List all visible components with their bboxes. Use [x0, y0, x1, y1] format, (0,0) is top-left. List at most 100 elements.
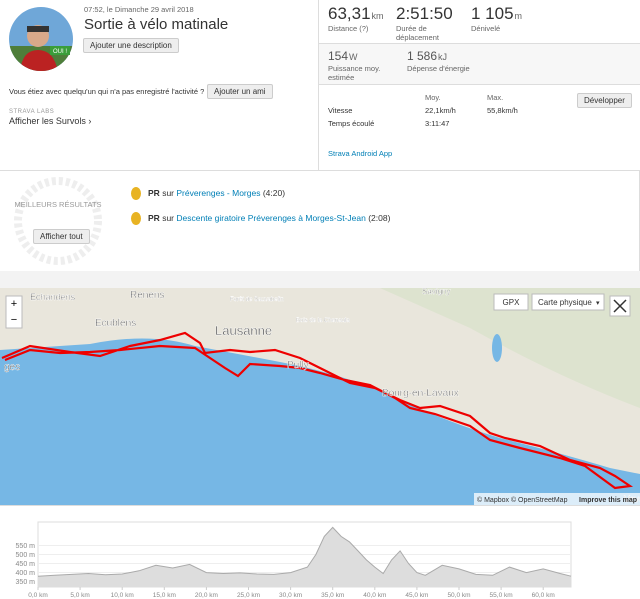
pr-label: PR — [148, 188, 160, 198]
elevation-area — [38, 527, 571, 587]
stat-number: 154 — [328, 49, 349, 63]
stat-label: Durée de déplacement — [396, 24, 439, 42]
achievements: MEILLEURS RÉSULTATS Afficher tout PR sur… — [0, 170, 640, 272]
zoom-in[interactable]: + — [11, 298, 17, 310]
stat-value: 154W — [328, 49, 358, 63]
stat-unit: kJ — [438, 52, 448, 62]
place-label: Bois de la Chenaula — [296, 318, 350, 324]
stat-unit: km — [371, 11, 384, 21]
y-tick-label: 400 m — [16, 570, 36, 577]
pr-medal — [131, 187, 141, 200]
place-label: Renens — [130, 290, 164, 301]
x-tick-label: 55,0 km — [490, 592, 513, 599]
labs-label: STRAVA LABS — [9, 109, 55, 115]
attribution: © Mapbox © OpenStreetMap — [477, 496, 568, 504]
expand-button[interactable]: Développer — [577, 93, 632, 108]
stat-value: 1 105m — [471, 4, 522, 24]
add-friend-button[interactable]: Ajouter un ami — [207, 84, 273, 99]
pr-label: PR — [148, 213, 160, 223]
attribution-bg — [474, 493, 640, 505]
stat-label: Dénivelé — [471, 24, 501, 33]
x-tick-label: 40,0 km — [363, 592, 386, 599]
avatar[interactable]: OUI ! — [8, 6, 74, 72]
stat-value: 1 586kJ — [407, 49, 447, 63]
zoom-control[interactable] — [5, 295, 23, 329]
place-label: Savigny — [422, 288, 450, 296]
stat-value: 2:51:50 — [396, 4, 453, 24]
stat-number: 63,31 — [328, 4, 371, 23]
segment-link[interactable]: Descente giratoire Préverenges à Morges-… — [176, 213, 366, 223]
route — [1, 331, 634, 490]
device-link[interactable]: Strava Android App — [328, 149, 393, 158]
laurel-badge: MEILLEURS RÉSULTATS — [14, 177, 102, 265]
pr-time: (2:08) — [368, 213, 391, 223]
improve-map[interactable]: Improve this map — [579, 497, 637, 504]
elevation-line — [37, 526, 572, 577]
row-avg: 3:11:47 — [425, 119, 450, 128]
place-label: Lausanne — [215, 323, 272, 338]
stat-unit: W — [349, 52, 358, 62]
activity-time: 07:52, le Dimanche 29 avril 2018 — [84, 5, 194, 14]
dropdown-caret: ▾ — [596, 300, 600, 307]
distance-link[interactable]: Distance (?) — [328, 24, 369, 33]
stat-label: Dépense d'énergie — [407, 64, 470, 73]
place-label: Forêt de Sauvabelin — [230, 297, 284, 303]
pond — [492, 334, 502, 362]
fullscreen-icon — [613, 299, 627, 313]
layer-label[interactable]: Carte physique — [538, 298, 592, 307]
y-tick-label: 350 m — [16, 579, 36, 586]
on-label: sur — [162, 188, 174, 198]
stats-panel: 63,31km Distance (?) 2:51:50 Durée de dépla… — [319, 0, 640, 170]
y-tick-label: 550 m — [16, 543, 36, 550]
badge-title: MEILLEURS RÉSULTATS — [14, 200, 101, 209]
x-tick-label: 35,0 km — [321, 592, 344, 599]
row-label: Vitesse — [328, 106, 353, 115]
secondary-stats: 154W Puissance moy. estimée 1 586kJ Dépense… — [319, 43, 640, 85]
place-label: Ecublens — [95, 318, 136, 329]
achievement: PR sur Descente giratoire Préverenges à … — [148, 213, 390, 223]
zoom-out[interactable]: − — [11, 314, 17, 326]
place-label: ges — [4, 362, 20, 373]
pr-time: (4:20) — [262, 188, 286, 198]
x-tick-label: 20,0 km — [195, 592, 218, 599]
x-tick-label: 50,0 km — [447, 592, 470, 599]
map[interactable]: Echandens Renens Ecublens Lausanne Pully Bour… — [0, 288, 640, 505]
avatar-badge: OUI ! — [53, 49, 67, 55]
lake — [0, 338, 640, 505]
x-tick-label: 5,0 km — [70, 592, 90, 599]
hills — [380, 288, 640, 408]
activity-title: Sortie à vélo matinale — [84, 16, 229, 33]
pr-medal — [131, 212, 141, 225]
y-tick-label: 500 m — [16, 552, 36, 559]
gpx-button[interactable] — [493, 293, 529, 311]
row-max: 55,8km/h — [487, 106, 518, 115]
on-label: sur — [162, 213, 174, 223]
row-label: Temps écoulé — [328, 119, 375, 128]
x-tick-label: 30,0 km — [279, 592, 302, 599]
table-header: Max. — [487, 93, 504, 102]
stat-number: 1 105 — [471, 4, 514, 23]
stat-number: 2:51:50 — [396, 4, 453, 23]
segment-link[interactable]: Préverenges - Morges — [176, 188, 261, 198]
x-tick-label: 15,0 km — [153, 592, 176, 599]
add-description-button[interactable]: Ajouter une description — [83, 38, 179, 53]
flyby-link-text[interactable]: Afficher les Survols — [9, 116, 86, 126]
invite-text: Vous étiez avec quelqu'un qui n'a pas en… — [9, 87, 205, 96]
achievement: PR sur Préverenges - Morges (4:20) — [148, 188, 285, 198]
header-panel: OUI ! 07:52, le Dimanche 29 avril 2018 S… — [0, 0, 319, 170]
stat-label: Puissance moy. estimée — [328, 64, 381, 82]
show-all-button[interactable]: Afficher tout — [33, 229, 90, 244]
layer-button[interactable] — [531, 293, 605, 311]
y-tick-label: 450 m — [16, 561, 36, 568]
table-header: Moy. — [425, 93, 441, 102]
row-avg: 22,1km/h — [425, 106, 456, 115]
x-tick-label: 10,0 km — [111, 592, 134, 599]
gpx-label[interactable]: GPX — [503, 298, 521, 307]
x-tick-label: 45,0 km — [405, 592, 428, 599]
stat-value: 63,31km — [328, 4, 384, 24]
x-tick-label: 0,0 km — [28, 592, 48, 599]
stat-unit: m — [514, 11, 523, 21]
flyby-link[interactable]: Afficher les Survols › — [9, 116, 92, 126]
stat-number: 1 586 — [407, 49, 438, 63]
